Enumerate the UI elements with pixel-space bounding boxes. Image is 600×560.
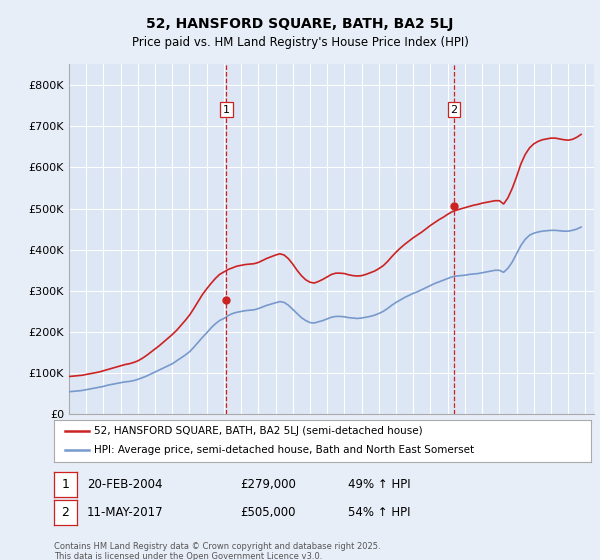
Text: 2: 2 [451, 105, 457, 115]
Text: 54% ↑ HPI: 54% ↑ HPI [348, 506, 410, 519]
Text: 1: 1 [61, 478, 70, 491]
Text: £279,000: £279,000 [240, 478, 296, 491]
Text: 1: 1 [223, 105, 230, 115]
Text: Price paid vs. HM Land Registry's House Price Index (HPI): Price paid vs. HM Land Registry's House … [131, 36, 469, 49]
Text: Contains HM Land Registry data © Crown copyright and database right 2025.
This d: Contains HM Land Registry data © Crown c… [54, 542, 380, 560]
Text: 52, HANSFORD SQUARE, BATH, BA2 5LJ: 52, HANSFORD SQUARE, BATH, BA2 5LJ [146, 17, 454, 31]
Text: £505,000: £505,000 [240, 506, 296, 519]
Text: 11-MAY-2017: 11-MAY-2017 [87, 506, 164, 519]
Text: 20-FEB-2004: 20-FEB-2004 [87, 478, 163, 491]
Text: 49% ↑ HPI: 49% ↑ HPI [348, 478, 410, 491]
Text: HPI: Average price, semi-detached house, Bath and North East Somerset: HPI: Average price, semi-detached house,… [94, 445, 475, 455]
Text: 2: 2 [61, 506, 70, 519]
Text: 52, HANSFORD SQUARE, BATH, BA2 5LJ (semi-detached house): 52, HANSFORD SQUARE, BATH, BA2 5LJ (semi… [94, 426, 423, 436]
